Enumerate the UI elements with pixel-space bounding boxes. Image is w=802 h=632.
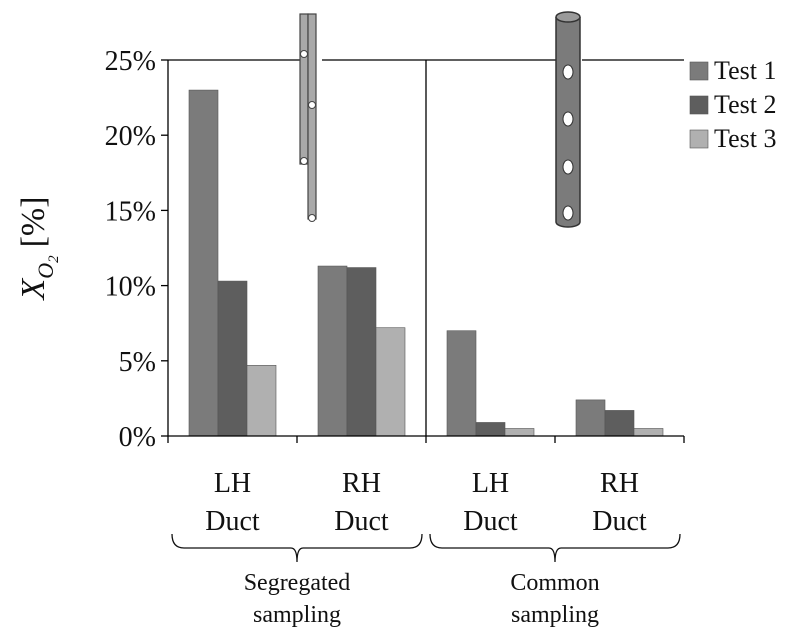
category-label-line2: Duct: [463, 506, 518, 537]
y-ticks: 0% 5% 10% 15% 20% 25%: [105, 46, 168, 453]
category-labels: LH Duct RH Duct LH Duct RH Duct: [205, 468, 647, 537]
bar-test-1-cat-2: [317, 265, 348, 437]
probe-port: [562, 205, 574, 221]
probe-tube-top: [555, 11, 581, 23]
group-label-line2: sampling: [511, 602, 599, 628]
bar-test-3-cat-2: [375, 327, 406, 437]
legend-swatch: [689, 61, 709, 81]
bar-test-1-cat-1: [188, 89, 219, 437]
y-label-subsub: 2: [46, 255, 62, 263]
category-label-line2: Duct: [205, 506, 260, 537]
probe-illustration-segregated: [299, 13, 317, 222]
category-label-line2: Duct: [334, 506, 389, 537]
probe-pipe: [307, 13, 317, 220]
group-brace: [429, 533, 681, 563]
bar-test-3-cat-1: [246, 365, 277, 437]
y-tick-label: 15%: [105, 196, 156, 227]
axes-layer: 0% 5% 10% 15% 20% 25%: [105, 46, 685, 453]
probe-illustration-common: [555, 11, 581, 228]
bar-test-1-cat-3: [446, 330, 477, 437]
y-label-unit: [%]: [15, 196, 52, 247]
y-label-main: X: [15, 278, 52, 302]
group-label-line2: sampling: [253, 602, 341, 628]
bar-test-2-cat-3: [475, 422, 506, 437]
legend: Test 1 Test 2 Test 3: [689, 56, 776, 153]
probe-port: [562, 159, 574, 175]
probe-port: [300, 157, 308, 165]
bar-test-3-cat-4: [633, 428, 664, 437]
category-label-line2: Duct: [592, 506, 647, 537]
y-tick-label: 0%: [119, 422, 156, 453]
probe-port: [562, 64, 574, 80]
bar-test-2-cat-4: [604, 410, 635, 437]
legend-swatch: [689, 95, 709, 115]
category-label-line1: RH: [342, 468, 381, 499]
probe-port: [300, 50, 308, 58]
group-label-line1: Common: [510, 570, 599, 596]
legend-swatch: [689, 129, 709, 149]
bar-test-2-cat-2: [346, 267, 377, 437]
category-label-line1: LH: [214, 468, 251, 499]
category-label-line1: RH: [600, 468, 639, 499]
legend-label: Test 3: [714, 124, 776, 153]
bar-test-1-cat-4: [575, 399, 606, 437]
bars-layer: [188, 89, 664, 437]
y-tick-label: 10%: [105, 272, 156, 303]
probe-port: [308, 214, 316, 222]
probe-port: [562, 111, 574, 127]
probe-pipe: [299, 13, 309, 165]
x-ticks: [167, 436, 685, 443]
category-label-line1: LH: [472, 468, 509, 499]
bar-test-2-cat-1: [217, 280, 248, 437]
probe-port: [308, 101, 316, 109]
y-axis-label: XO2 [%]: [15, 196, 62, 301]
y-label-sub: O: [33, 263, 58, 279]
y-tick-label: 25%: [105, 46, 156, 77]
group-brace: [171, 533, 423, 563]
group-label-line1: Segregated: [244, 570, 351, 596]
legend-label: Test 1: [714, 56, 776, 85]
bar-test-3-cat-3: [504, 428, 535, 437]
legend-label: Test 2: [714, 90, 776, 119]
y-tick-label: 20%: [105, 121, 156, 152]
group-braces: Segregated sampling Common sampling: [171, 533, 681, 628]
y-tick-label: 5%: [119, 347, 156, 378]
